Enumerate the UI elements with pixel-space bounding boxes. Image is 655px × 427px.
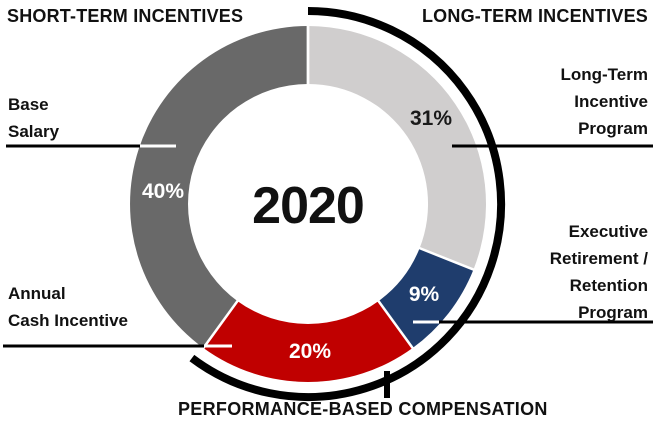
base-salary-callout: Base Salary [8,95,60,141]
annual-cash-incentive-callout: Annual Cash Incentive [8,284,128,330]
slice-label-20pct: 20% [289,340,331,363]
slice-gap-line [417,246,476,272]
slice-label-9pct: 9% [409,283,440,306]
slice-base-salary [130,26,308,348]
slice-executive-retirement-retention-program [378,248,474,348]
slice-annual-cash-incentive [203,301,413,382]
short-term-incentives-heading: SHORT-TERM INCENTIVES [7,6,244,26]
slice-gap-lines [201,24,476,351]
center-year-label: 2020 [252,177,364,235]
slice-percent-labels: 31% 9% 20% 40% [142,107,452,363]
slice-gap-line [376,298,415,351]
slice-gap-line [201,298,240,351]
bracket-arc [189,7,506,401]
performance-based-compensation-heading: PERFORMANCE-BASED COMPENSATION [178,399,548,419]
donut-slices [130,26,486,382]
executive-retirement-retention-callout: Executive Retirement / Retention Program [549,222,648,322]
slice-label-40pct: 40% [142,180,184,203]
slice-long-term-incentive-program [308,26,486,270]
long-term-incentive-program-callout: Long-Term Incentive Program [560,65,648,138]
long-term-incentives-heading: LONG-TERM INCENTIVES [421,6,648,26]
slice-label-31pct: 31% [410,107,452,130]
